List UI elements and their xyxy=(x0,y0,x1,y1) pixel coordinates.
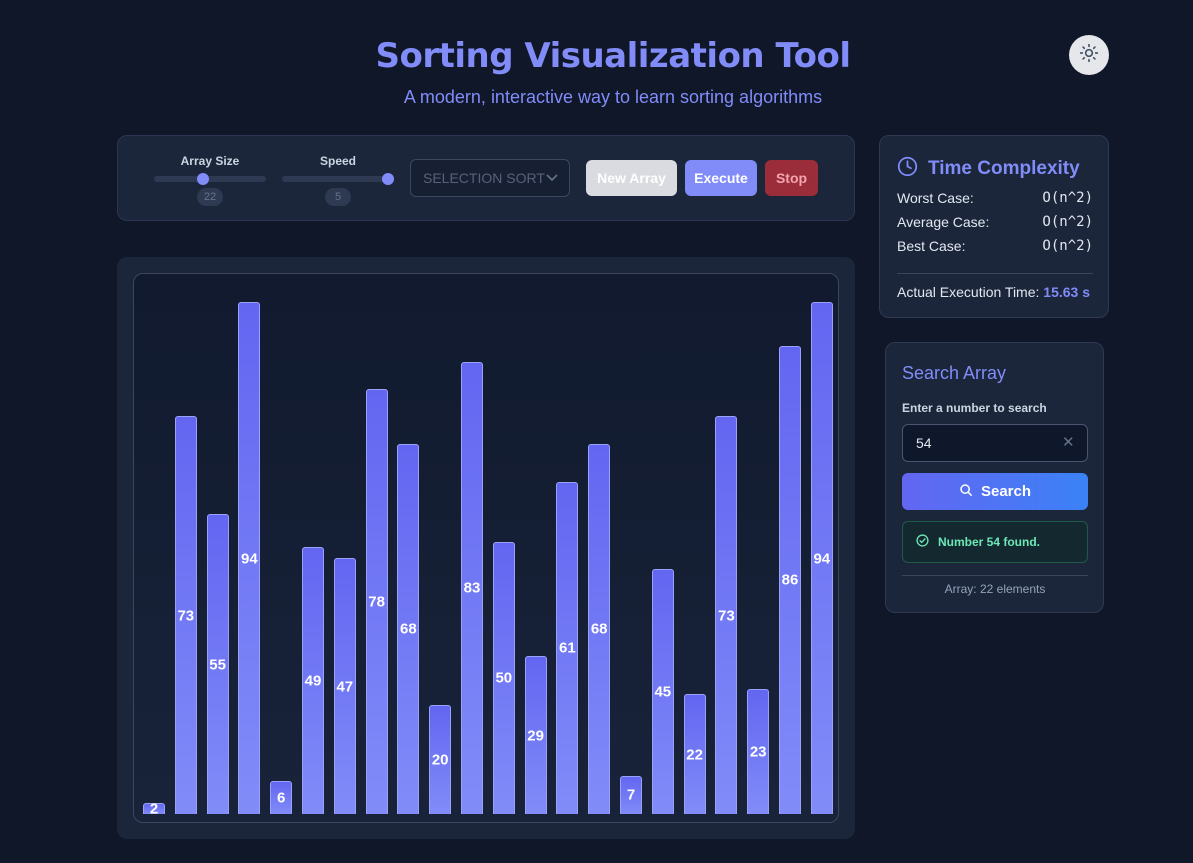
array-bar: 61 xyxy=(556,481,579,814)
array-size-slider-group: Array Size 22 xyxy=(154,154,266,206)
array-bar: 22 xyxy=(683,694,706,814)
bar-value-label: 6 xyxy=(277,789,286,807)
bar-value-label: 78 xyxy=(368,593,385,611)
array-size-slider[interactable] xyxy=(154,173,266,185)
bar-value-label: 86 xyxy=(781,571,799,589)
array-bar: 47 xyxy=(333,558,356,814)
bar-chart: 2 73 55 94 6 49 47 78 68 20 83 50 29 61 68 7 45 22 73 23 86 9… xyxy=(133,273,839,823)
bar-value-label: 47 xyxy=(336,678,354,695)
array-bar: 78 xyxy=(365,389,388,814)
average-case-label: Average Case: xyxy=(897,214,990,230)
array-bar: 6 xyxy=(270,781,293,814)
bar-value-label: 20 xyxy=(431,751,449,769)
bar-value-label: 61 xyxy=(559,639,576,657)
algorithm-select-value: SELECTION SORT xyxy=(423,170,545,186)
control-panel: Array Size 22 Speed 5 SELECTION SORT New… xyxy=(117,135,855,221)
bar-value-label: 55 xyxy=(209,656,226,674)
speed-slider-thumb[interactable] xyxy=(382,173,395,185)
bar-value-label: 73 xyxy=(718,607,735,625)
bar-value-label: 45 xyxy=(654,683,672,701)
bar-value-label: 49 xyxy=(304,672,322,690)
array-bar: 50 xyxy=(492,541,515,814)
worst-case-row: Worst Case: O(n^2) xyxy=(897,190,1093,206)
divider xyxy=(897,273,1093,274)
search-result: Number 54 found. xyxy=(902,521,1088,563)
average-case-row: Average Case: O(n^2) xyxy=(897,214,1093,230)
array-bar: 68 xyxy=(588,443,611,814)
bar-value-label: 22 xyxy=(686,746,703,764)
bar-value-label: 2 xyxy=(149,800,159,818)
array-bar: 45 xyxy=(651,568,674,814)
bar-value-label: 7 xyxy=(626,786,636,804)
time-complexity-card: Time Complexity Worst Case: O(n^2) Avera… xyxy=(879,135,1109,318)
search-title: Search Array xyxy=(902,363,1007,383)
execution-time-value: 15.63 s xyxy=(1043,284,1091,300)
array-bar: 73 xyxy=(715,416,738,814)
check-circle-icon xyxy=(916,534,929,550)
sun-icon xyxy=(1079,43,1099,68)
array-bar: 20 xyxy=(429,705,452,814)
search-button[interactable]: Search xyxy=(902,473,1088,510)
new-array-button[interactable]: New Array xyxy=(586,160,677,196)
bar-value-label: 68 xyxy=(400,620,417,638)
array-bar: 68 xyxy=(397,443,420,814)
speed-slider[interactable] xyxy=(282,173,395,185)
average-case-value: O(n^2) xyxy=(1042,214,1093,230)
chevron-down-icon xyxy=(545,160,559,209)
array-bar: 73 xyxy=(174,416,197,814)
search-input[interactable] xyxy=(902,424,1088,462)
clear-icon[interactable]: ✕ xyxy=(1062,434,1075,451)
bar-value-label: 50 xyxy=(495,669,513,687)
bar-value-label: 68 xyxy=(590,620,608,638)
speed-value: 5 xyxy=(325,188,351,206)
array-bar: 29 xyxy=(524,656,547,814)
best-case-row: Best Case: O(n^2) xyxy=(897,238,1093,254)
stop-button[interactable]: Stop xyxy=(765,160,818,196)
array-bar: 94 xyxy=(810,302,833,814)
array-bar: 2 xyxy=(143,801,165,818)
page-title: Sorting Visualization Tool xyxy=(375,36,851,76)
bar-value-label: 94 xyxy=(241,550,258,567)
search-button-label: Search xyxy=(980,483,1032,500)
search-card: Search Array Enter a number to search ✕ … xyxy=(885,342,1104,613)
execution-time: Actual Execution Time: 15.63 s xyxy=(897,284,1090,300)
clock-icon xyxy=(897,156,918,182)
visualization-panel: 2 73 55 94 6 49 47 78 68 20 83 50 29 61 68 7 45 22 73 23 86 9… xyxy=(117,257,855,839)
theme-toggle-button[interactable] xyxy=(1069,35,1109,75)
worst-case-value: O(n^2) xyxy=(1042,190,1093,206)
speed-label: Speed xyxy=(319,154,356,168)
array-bar: 23 xyxy=(747,688,770,814)
search-input-label: Enter a number to search xyxy=(902,401,1047,415)
array-size-slider-thumb[interactable] xyxy=(197,173,210,185)
bar-value-label: 23 xyxy=(749,743,767,761)
divider xyxy=(902,575,1088,576)
algorithm-select[interactable]: SELECTION SORT xyxy=(410,159,570,197)
time-complexity-title: Time Complexity xyxy=(928,158,1080,179)
array-bar: 7 xyxy=(620,775,642,814)
search-result-text: Number 54 found. xyxy=(938,535,1041,549)
array-size-value: 22 xyxy=(197,188,223,206)
search-icon xyxy=(959,483,973,501)
execution-time-label: Actual Execution Time: xyxy=(897,284,1040,300)
array-bar: 55 xyxy=(206,514,229,814)
page-subtitle: A modern, interactive way to learn sorti… xyxy=(403,87,823,107)
array-bar: 86 xyxy=(779,345,801,814)
execute-button[interactable]: Execute xyxy=(685,160,757,196)
array-bar: 83 xyxy=(461,361,483,814)
array-bar: 94 xyxy=(238,302,261,814)
bar-value-label: 94 xyxy=(813,550,831,567)
worst-case-label: Worst Case: xyxy=(897,190,974,206)
array-info: Array: 22 elements xyxy=(944,582,1046,596)
array-size-label: Array Size xyxy=(180,154,240,168)
bar-value-label: 73 xyxy=(177,607,195,625)
bar-value-label: 83 xyxy=(463,579,481,597)
bar-value-label: 29 xyxy=(527,727,544,745)
best-case-label: Best Case: xyxy=(897,238,966,254)
array-bar: 49 xyxy=(302,547,324,814)
speed-slider-group: Speed 5 xyxy=(282,154,395,206)
best-case-value: O(n^2) xyxy=(1042,238,1093,254)
